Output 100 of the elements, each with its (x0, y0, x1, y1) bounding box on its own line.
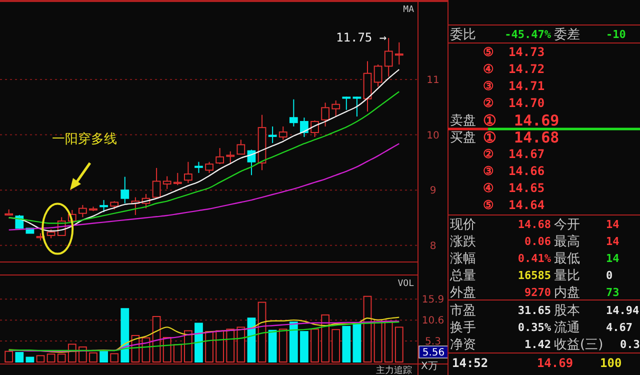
bar (15, 352, 24, 362)
bar (352, 323, 362, 362)
text: 14.94 (606, 304, 640, 317)
text: 5.56 (422, 348, 445, 358)
text: 100 (600, 356, 622, 370)
text: 0.35% (518, 320, 552, 334)
bar (110, 353, 119, 362)
candlestick (184, 161, 192, 184)
bar (36, 355, 45, 362)
chart-title: MA (403, 5, 415, 15)
text: 涨跌 (450, 234, 476, 250)
bar (194, 322, 203, 362)
bar (26, 356, 34, 362)
text: ② 14.70 (483, 96, 545, 110)
bar (300, 331, 308, 362)
text: 14.69 (536, 356, 574, 370)
text: 现价 (450, 218, 476, 233)
text: ⑤ 14.73 (483, 45, 545, 60)
y-tick-label: 9 (430, 186, 436, 197)
text: 换手 (450, 320, 476, 336)
bar (278, 328, 288, 362)
text: 14 (606, 252, 620, 265)
text: 卖盘 (450, 114, 476, 129)
text: -45.47% (504, 28, 552, 41)
y-axis-title: X万 (421, 361, 438, 372)
annotation: 一阳穿多线 (52, 132, 117, 147)
text: 委差 (554, 28, 580, 43)
bar (46, 354, 56, 362)
text: 委比 (450, 28, 476, 43)
candlestick (394, 42, 404, 66)
candlestick (289, 98, 298, 127)
text: 14.68 (518, 218, 551, 231)
bar (78, 346, 87, 362)
text: ① 14.68 (483, 128, 560, 146)
text: 股本 (554, 304, 580, 319)
bar (205, 331, 214, 362)
bar (332, 329, 340, 362)
text: 量比 (554, 268, 580, 284)
bar (226, 328, 235, 362)
text: 涨幅 (450, 252, 476, 267)
text: ② 14.67 (483, 147, 545, 162)
text: 市盈 (450, 304, 476, 319)
text: 外盘 (450, 286, 476, 301)
bar (363, 296, 372, 362)
bar (120, 308, 130, 362)
y-tick-label: 11 (426, 74, 440, 86)
bar (4, 350, 14, 362)
text: 0.41% (518, 252, 552, 265)
y-tick-label: 10 (426, 130, 440, 142)
text: 最低 (554, 252, 580, 267)
text: 9270 (524, 286, 551, 299)
bar (100, 350, 108, 362)
text: 14 (606, 218, 620, 231)
text: 4.67 (606, 320, 632, 334)
text: 73 (606, 286, 620, 299)
bar (310, 328, 319, 362)
text: 16585 (518, 268, 551, 282)
text: 流通 (554, 320, 580, 336)
y-tick-label: 10.6 (422, 316, 444, 327)
text: 0 (606, 268, 613, 282)
bar (57, 354, 66, 362)
bar (236, 326, 246, 362)
bar (89, 352, 98, 362)
chart-title: VOL (398, 279, 414, 289)
y-tick-label: 8 (430, 240, 436, 252)
text: 31.65 (518, 304, 551, 317)
text: 主力追踪 (376, 365, 412, 375)
text: 0.3 (620, 338, 640, 351)
text: 14:52 (452, 356, 488, 370)
text: 0.06 (524, 234, 552, 248)
text: 净资 (450, 338, 476, 353)
text: 内盘 (554, 286, 580, 301)
bar (173, 344, 182, 362)
text: -10 (606, 28, 626, 41)
text: ④ 14.65 (483, 181, 545, 196)
annotation: 11.75 → (336, 30, 387, 45)
bar (321, 314, 330, 362)
bar (394, 326, 404, 362)
text: ① 14.69 (483, 111, 560, 130)
text: 14 (606, 234, 620, 248)
bar (216, 330, 224, 362)
text: 最高 (554, 234, 580, 250)
bar (384, 320, 393, 362)
text: 总量 (449, 268, 476, 284)
candlestick (120, 176, 130, 204)
text: ⑤ 14.64 (483, 198, 545, 212)
y-tick-label: 15.9 (422, 294, 444, 306)
text: 今开 (554, 218, 580, 233)
bar (342, 326, 351, 362)
bar (184, 330, 192, 362)
bar (289, 322, 298, 362)
text: 收益(三) (554, 338, 604, 353)
candlestick (363, 60, 372, 112)
text: ③ 14.71 (483, 79, 545, 94)
y-tick-label: 5.3 (425, 336, 441, 348)
bar (268, 330, 277, 362)
text: ③ 14.66 (483, 164, 545, 178)
text: ④ 14.72 (483, 62, 545, 76)
text: 1.42 (524, 338, 551, 351)
text: 买盘 (450, 130, 476, 146)
